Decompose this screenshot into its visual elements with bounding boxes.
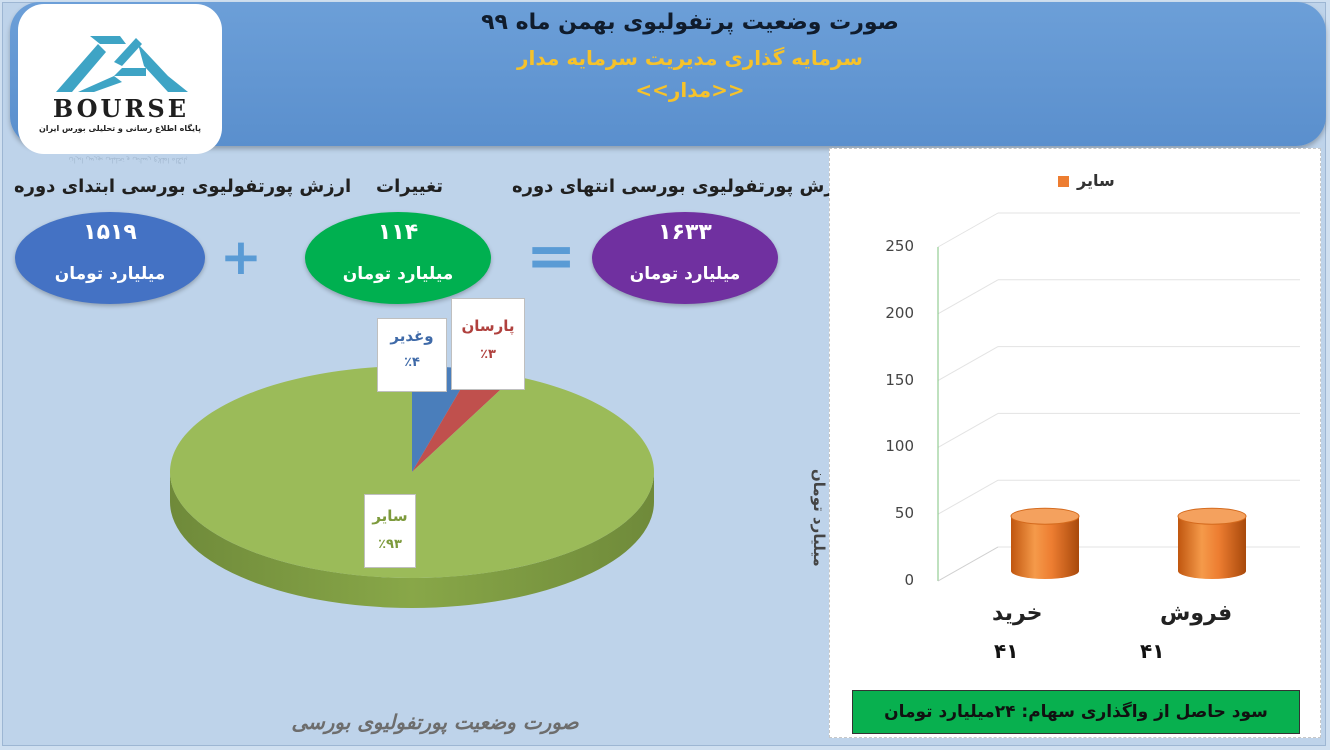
end-value-number: ۱۶۳۳	[658, 220, 712, 245]
pie-callout-sayer: سایر ٪۹۳	[364, 494, 416, 568]
start-value-unit: میلیارد تومان	[54, 264, 166, 284]
floor-edge	[937, 546, 999, 582]
start-value-label: ارزش پورتفولیوی بورسی ابتدای دوره	[14, 176, 352, 197]
trade-bar-chart	[937, 212, 1300, 582]
y-tick-label: 0	[904, 571, 914, 589]
bar-فروش	[1177, 507, 1247, 579]
logo-wordmark: BOURSE	[52, 94, 190, 123]
company-short-name: <<مدار>>	[635, 78, 745, 102]
pie-callout-parsan: پارسان ٪۳	[451, 298, 525, 390]
pie-callout-label: سایر	[372, 507, 408, 525]
change-oval: ۱۱۴ میلیارد تومان	[305, 212, 491, 304]
end-value-oval: ۱۶۳۳ میلیارد تومان	[592, 212, 778, 304]
logo-tagline: پایگاه اطلاع رسانی و تحلیلی بورس ایران	[38, 124, 202, 133]
bourse-logo-mark-icon	[56, 36, 188, 92]
bar-body	[1011, 516, 1079, 579]
y-tick-label: 150	[885, 370, 914, 389]
gridline-side	[937, 479, 999, 515]
pie-callout-percent: ٪۳	[480, 347, 496, 362]
pie-slice-0	[412, 366, 473, 472]
change-number: ۱۱۴	[377, 220, 419, 245]
logo-reflection: پایگاه اطلاع رسانی و تحلیلی بورس ایران	[68, 156, 188, 164]
bar-cap	[1010, 507, 1080, 525]
pie-callout-label: وغدیر	[390, 327, 434, 345]
bar-body	[1178, 516, 1246, 579]
gridline-side	[937, 412, 999, 448]
bar-خرید	[1010, 507, 1080, 579]
change-unit: میلیارد تومان	[342, 264, 454, 284]
footer-caption: صورت وضعیت پورتفولیوی بورسی	[291, 710, 579, 734]
pie-side	[170, 472, 654, 608]
data-label-sell: ۴۱	[1140, 639, 1165, 663]
pie-callout-vghadir: وغدیر ٪۴	[377, 318, 447, 392]
pie-slice-2	[169, 366, 654, 578]
plus-icon: +	[220, 228, 262, 286]
bourse-logo: BOURSE پایگاه اطلاع رسانی و تحلیلی بورس …	[18, 4, 222, 164]
gridline-side	[937, 212, 999, 248]
y-tick-label: 50	[894, 504, 914, 523]
y-tick-label: 100	[885, 437, 914, 456]
chart-legend: سایر	[1058, 171, 1115, 190]
page-subtitle: سرمایه گذاری مدیریت سرمایه مدار	[517, 46, 863, 70]
pie-callout-label: پارسان	[461, 317, 515, 335]
equals-icon: =	[526, 221, 577, 291]
start-value-oval: ۱۵۱۹ میلیارد تومان	[15, 212, 205, 304]
pie-callout-percent: ٪۴	[404, 355, 420, 370]
y-axis-label: میلیارد تومان	[810, 469, 828, 567]
trade-chart-panel: سایر میلیارد تومان 0 50 100 150 200 250 خرید …	[810, 148, 1321, 738]
start-value-number: ۱۵۱۹	[83, 220, 137, 245]
end-value-label: ارزش پورتفولیوی بورسی انتهای دوره	[512, 176, 852, 197]
header-banner: صورت وضعیت پرتفولیوی بهمن ماه ۹۹ سرمایه …	[10, 2, 1326, 146]
category-label-buy: خرید	[992, 601, 1043, 626]
pie-slice-1	[412, 369, 516, 472]
gridline-side	[937, 279, 999, 315]
pie-callout-percent: ٪۹۳	[378, 537, 402, 552]
category-label-sell: فروش	[1160, 601, 1233, 626]
change-label: تغییرات	[376, 176, 444, 197]
y-tick-label: 250	[885, 237, 914, 255]
y-tick-label: 200	[885, 303, 914, 322]
gridline-side	[937, 346, 999, 382]
bar-cap	[1177, 507, 1247, 525]
page-title: صورت وضعیت پرتفولیوی بهمن ماه ۹۹	[481, 10, 899, 35]
data-label-buy: ۴۱	[994, 639, 1019, 663]
legend-swatch	[1058, 176, 1069, 187]
legend-entry: سایر	[1077, 171, 1115, 190]
end-value-unit: میلیارد تومان	[629, 264, 741, 284]
sale-profit-note: سود حاصل از واگذاری سهام: ۲۴میلیارد توما…	[852, 690, 1300, 734]
portfolio-pie-chart	[169, 366, 654, 608]
